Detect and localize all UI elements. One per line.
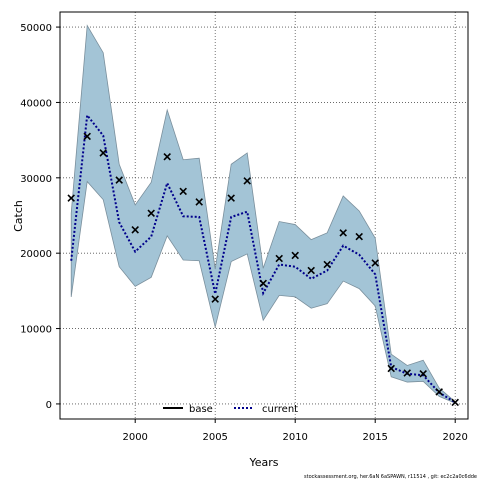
base-point-stroke [179,187,187,196]
base-point-stroke [355,232,363,241]
base-point [211,295,219,303]
base-point-stroke [243,177,251,185]
legend-base-label: base [189,404,213,415]
base-point [163,152,171,161]
x-tick-label: 2010 [282,432,307,443]
base-point [131,226,139,234]
base-point [371,259,379,267]
y-tick-label: 10000 [20,325,52,336]
base-point [275,254,283,263]
base-point-stroke [163,152,171,161]
x-tick-label: 2015 [362,432,387,443]
base-point [67,194,75,202]
grid-lines [60,12,468,419]
y-tick-label: 40000 [20,98,52,109]
base-point [195,198,203,206]
base-point [291,251,299,260]
base-point-stroke [323,260,331,269]
base-point-stroke [115,176,123,184]
base-point-stroke [147,209,155,218]
base-point [403,369,411,377]
base-point [451,398,459,407]
base-series-points [67,132,459,407]
base-point [83,132,91,141]
base-point [99,149,107,157]
base-point-stroke [227,194,235,202]
base-point-stroke [131,226,139,234]
base-point-stroke [99,149,107,157]
legend-current-label: current [262,404,298,415]
y-tick-label: 0 [46,400,52,411]
base-point-stroke [435,388,443,396]
band-area [70,24,456,404]
base-point-stroke [211,295,219,303]
x-axis-title: Years [248,456,278,469]
base-point [387,364,395,373]
base-point-stroke [403,369,411,377]
base-point [355,232,363,241]
base-point [115,176,123,184]
base-point-stroke [371,259,379,267]
y-axis-title: Catch [12,200,25,232]
base-point [419,370,427,378]
base-point [259,279,267,288]
base-point [323,260,331,269]
base-point-stroke [307,266,315,275]
x-tick-label: 2005 [202,432,227,443]
base-point-stroke [291,251,299,260]
x-tick-label: 2020 [442,432,467,443]
plot-frame [59,11,469,420]
x-tick-label: 2000 [122,432,147,443]
base-point [339,229,347,237]
base-point-stroke [419,370,427,378]
axes: 2000 2005 2010 2015 2020 0 10000 20000 30000 4000… [20,23,468,443]
base-point-stroke [275,254,283,263]
footnote: stockassessment.org, her.6aN 6aSPAWN, r1… [304,474,477,480]
base-point-stroke [339,229,347,237]
base-point [227,194,235,202]
base-point-stroke [451,398,459,407]
base-point-stroke [259,279,267,288]
base-point [435,388,443,396]
base-point [243,177,251,185]
base-point-stroke [67,194,75,202]
base-point [179,187,187,196]
legend: base current [163,404,298,415]
confidence-band [70,24,456,404]
current-series-line [70,112,456,404]
y-tick-label: 50000 [20,23,52,34]
base-point [307,266,315,275]
current-line [70,112,456,404]
base-point-stroke [387,364,395,373]
y-tick-label: 20000 [20,249,52,260]
base-point-stroke [83,132,91,141]
base-point-stroke [195,198,203,206]
base-point [147,209,155,218]
y-tick-label: 30000 [20,174,52,185]
